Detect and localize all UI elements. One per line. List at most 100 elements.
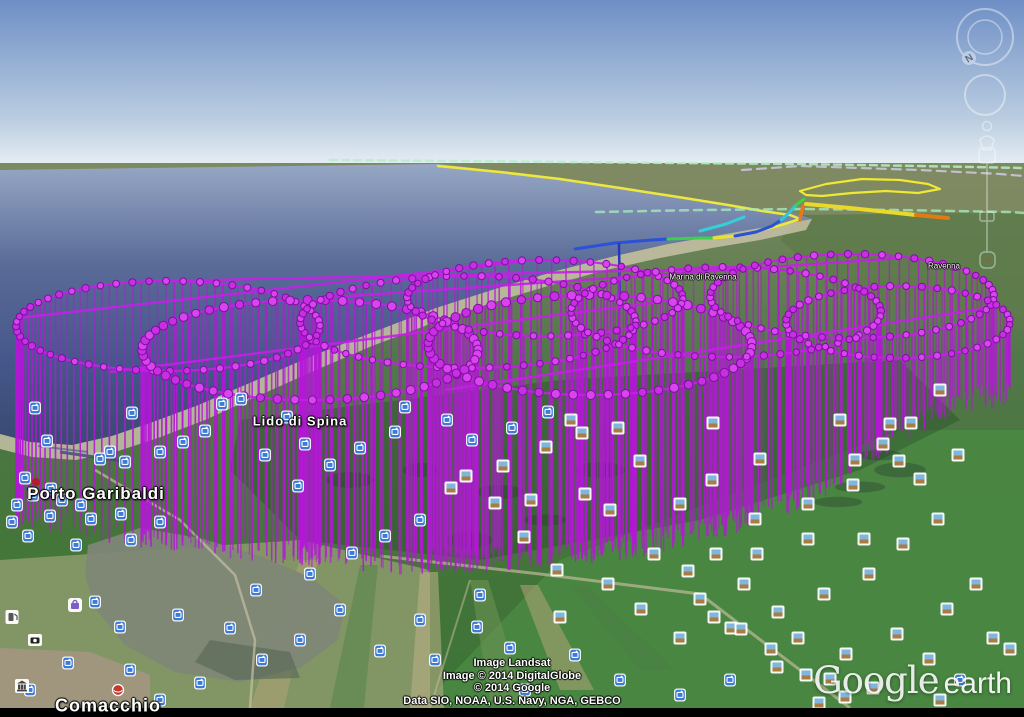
alt-track-orange[interactable] <box>798 204 805 222</box>
alt-track-blue2[interactable] <box>733 218 783 238</box>
panoramio-photo-icon[interactable] <box>441 413 453 427</box>
panoramio-photo-icon[interactable] <box>324 458 336 472</box>
panoramio-photo-icon[interactable] <box>354 441 366 455</box>
photo-thumbnail-icon[interactable] <box>986 631 1000 645</box>
panoramio-photo-icon[interactable] <box>506 421 518 435</box>
photo-thumbnail-icon[interactable] <box>603 503 617 517</box>
panoramio-photo-icon[interactable] <box>70 538 82 552</box>
alt-track-yellow[interactable] <box>712 234 737 240</box>
panoramio-photo-icon[interactable] <box>104 445 116 459</box>
photo-thumbnail-icon[interactable] <box>750 547 764 561</box>
alt-track-green2[interactable] <box>794 197 806 207</box>
panoramio-photo-icon[interactable] <box>6 515 18 529</box>
panoramio-photo-icon[interactable] <box>154 445 166 459</box>
photo-thumbnail-icon[interactable] <box>724 621 738 635</box>
photo-thumbnail-icon[interactable] <box>539 440 553 454</box>
inland-track-orange-tail[interactable] <box>914 213 950 220</box>
photo-thumbnail-icon[interactable] <box>862 567 876 581</box>
panoramio-photo-icon[interactable] <box>62 656 74 670</box>
photo-thumbnail-icon[interactable] <box>838 690 852 704</box>
panoramio-photo-icon[interactable] <box>224 621 236 635</box>
photo-thumbnail-icon[interactable] <box>922 652 936 666</box>
photo-thumbnail-icon[interactable] <box>904 416 918 430</box>
panoramio-photo-icon[interactable] <box>389 425 401 439</box>
gps-track-magenta-lollipop[interactable] <box>12 249 1014 575</box>
photo-thumbnail-icon[interactable] <box>951 448 965 462</box>
panoramio-photo-icon[interactable] <box>177 435 189 449</box>
panoramio-photo-icon[interactable] <box>466 433 478 447</box>
photo-thumbnail-icon[interactable] <box>940 602 954 616</box>
photo-thumbnail-icon[interactable] <box>801 497 815 511</box>
panoramio-photo-icon[interactable] <box>259 448 271 462</box>
photo-thumbnail-icon[interactable] <box>771 605 785 619</box>
museum-icon[interactable] <box>15 679 29 693</box>
coast-track-cyan[interactable] <box>698 215 746 233</box>
zoom-slider-handle[interactable] <box>979 211 995 222</box>
photo-thumbnail-icon[interactable] <box>611 421 625 435</box>
photo-thumbnail-icon[interactable] <box>564 413 578 427</box>
panoramio-photo-icon[interactable] <box>194 676 206 690</box>
photo-thumbnail-icon[interactable] <box>459 469 473 483</box>
panoramio-photo-icon[interactable] <box>126 406 138 420</box>
zoom-slider[interactable] <box>978 147 996 269</box>
panoramio-photo-icon[interactable] <box>474 588 486 602</box>
photo-thumbnail-icon[interactable] <box>846 478 860 492</box>
photo-thumbnail-icon[interactable] <box>839 647 853 661</box>
panoramio-photo-icon[interactable] <box>414 513 426 527</box>
photo-thumbnail-icon[interactable] <box>575 426 589 440</box>
panoramio-photo-icon[interactable] <box>304 567 316 581</box>
panoramio-photo-icon[interactable] <box>94 452 106 466</box>
panoramio-photo-icon[interactable] <box>154 515 166 529</box>
pegman-icon[interactable] <box>979 120 995 151</box>
north-indicator[interactable]: N <box>959 48 978 67</box>
photo-thumbnail-icon[interactable] <box>673 497 687 511</box>
photo-thumbnail-icon[interactable] <box>601 577 615 591</box>
shopping-icon[interactable] <box>68 598 82 612</box>
panoramio-photo-icon[interactable] <box>114 620 126 634</box>
photo-thumbnail-icon[interactable] <box>681 564 695 578</box>
panoramio-photo-icon[interactable] <box>471 620 483 634</box>
panoramio-photo-icon[interactable] <box>115 507 127 521</box>
panoramio-photo-icon[interactable] <box>256 653 268 667</box>
photo-thumbnail-icon[interactable] <box>705 473 719 487</box>
photo-thumbnail-icon[interactable] <box>634 602 648 616</box>
panoramio-photo-icon[interactable] <box>45 482 57 496</box>
gps-tracks-altitude-colored[interactable] <box>328 158 1024 310</box>
photo-thumbnail-icon[interactable] <box>812 696 826 709</box>
look-ring-inner[interactable] <box>967 19 1003 55</box>
photo-thumbnail-icon[interactable] <box>892 454 906 468</box>
alt-track-blue[interactable] <box>573 237 670 251</box>
panoramio-photo-icon[interactable] <box>292 479 304 493</box>
photo-thumbnail-icon[interactable] <box>553 610 567 624</box>
photo-thumbnail-icon[interactable] <box>706 416 720 430</box>
panoramio-photo-icon[interactable] <box>299 437 311 451</box>
photo-thumbnail-icon[interactable] <box>866 681 880 695</box>
photo-thumbnail-icon[interactable] <box>1003 642 1017 656</box>
photo-thumbnail-icon[interactable] <box>693 592 707 606</box>
panoramio-photo-icon[interactable] <box>374 644 386 658</box>
photo-thumbnail-icon[interactable] <box>833 413 847 427</box>
photo-thumbnail-icon[interactable] <box>823 672 837 686</box>
photo-icons-layer[interactable] <box>5 383 1017 709</box>
panoramio-photo-icon[interactable] <box>281 410 293 424</box>
photo-thumbnail-icon[interactable] <box>876 437 890 451</box>
panoramio-photo-icon[interactable] <box>199 424 211 438</box>
track-lavender[interactable] <box>740 164 1024 178</box>
photo-thumbnail-icon[interactable] <box>737 577 751 591</box>
photo-thumbnail-icon[interactable] <box>933 383 947 397</box>
panoramio-photo-icon[interactable] <box>379 529 391 543</box>
panoramio-photo-icon[interactable] <box>250 583 262 597</box>
panoramio-photo-icon[interactable] <box>674 688 686 702</box>
panoramio-photo-icon[interactable] <box>75 498 87 512</box>
photo-thumbnail-icon[interactable] <box>748 512 762 526</box>
photo-thumbnail-icon[interactable] <box>496 459 510 473</box>
photo-thumbnail-icon[interactable] <box>578 487 592 501</box>
move-joystick[interactable] <box>964 74 1006 116</box>
panoramio-photo-icon[interactable] <box>216 397 228 411</box>
navigation-controls[interactable]: N <box>956 8 1014 269</box>
panoramio-photo-icon[interactable] <box>125 533 137 547</box>
panoramio-photo-icon[interactable] <box>399 400 411 414</box>
far-track-mint[interactable] <box>328 158 1024 170</box>
photo-thumbnail-icon[interactable] <box>764 642 778 656</box>
